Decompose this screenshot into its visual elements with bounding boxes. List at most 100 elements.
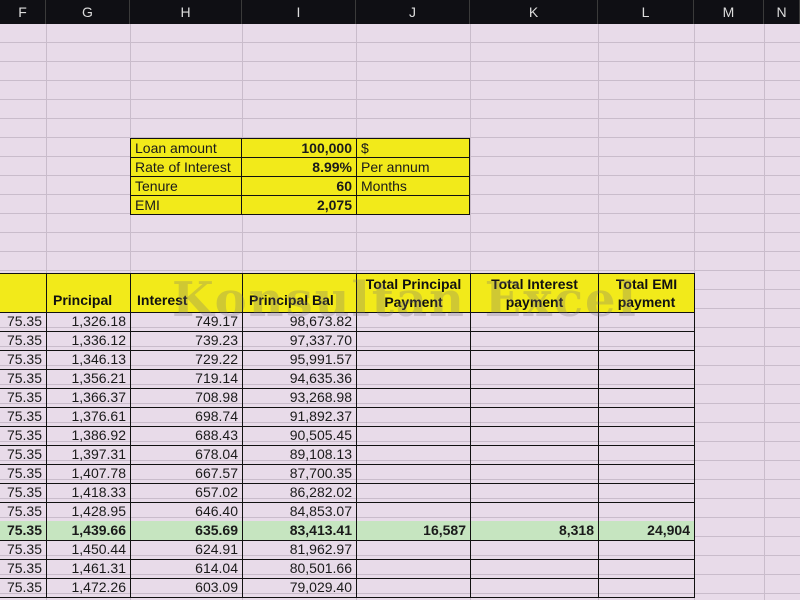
table-cell-k[interactable]: 8,318 bbox=[470, 521, 599, 541]
column-header-i[interactable]: I bbox=[242, 0, 356, 24]
table-cell-k[interactable] bbox=[470, 502, 599, 522]
table-cell-g[interactable]: 1,366.37 bbox=[46, 388, 131, 408]
table-cell-g[interactable]: 1,326.18 bbox=[46, 312, 131, 332]
table-cell-j[interactable] bbox=[356, 464, 471, 484]
table-cell-j[interactable] bbox=[356, 426, 471, 446]
table-cell-k[interactable] bbox=[470, 464, 599, 484]
table-cell-f[interactable]: 75.35 bbox=[0, 559, 47, 579]
rate-of-interest-label[interactable]: Rate of Interest bbox=[130, 157, 242, 177]
table-cell-g[interactable]: 1,336.12 bbox=[46, 331, 131, 351]
header-principal[interactable]: Principal bbox=[46, 273, 131, 313]
table-cell-g[interactable]: 1,376.61 bbox=[46, 407, 131, 427]
table-cell-f[interactable]: 75.35 bbox=[0, 388, 47, 408]
table-cell-h[interactable]: 698.74 bbox=[130, 407, 243, 427]
table-cell-h[interactable]: 708.98 bbox=[130, 388, 243, 408]
table-cell-l[interactable] bbox=[598, 388, 695, 408]
tenure-unit[interactable]: Months bbox=[356, 176, 470, 196]
table-cell-f[interactable]: 75.35 bbox=[0, 464, 47, 484]
table-cell-i[interactable]: 81,962.97 bbox=[242, 540, 357, 560]
table-cell-k[interactable] bbox=[470, 350, 599, 370]
table-cell-j[interactable] bbox=[356, 559, 471, 579]
table-cell-j[interactable] bbox=[356, 388, 471, 408]
table-cell-i[interactable]: 93,268.98 bbox=[242, 388, 357, 408]
table-cell-l[interactable] bbox=[598, 369, 695, 389]
table-cell-i[interactable]: 79,029.40 bbox=[242, 578, 357, 598]
table-cell-l[interactable] bbox=[598, 426, 695, 446]
table-cell-j[interactable] bbox=[356, 331, 471, 351]
column-header-m[interactable]: M bbox=[694, 0, 764, 24]
table-cell-l[interactable] bbox=[598, 407, 695, 427]
table-cell-g[interactable]: 1,397.31 bbox=[46, 445, 131, 465]
table-cell-f[interactable]: 75.35 bbox=[0, 312, 47, 332]
table-cell-f[interactable]: 75.35 bbox=[0, 578, 47, 598]
table-cell-j[interactable] bbox=[356, 350, 471, 370]
table-cell-g[interactable]: 1,346.13 bbox=[46, 350, 131, 370]
table-cell-f[interactable]: 75.35 bbox=[0, 483, 47, 503]
table-header-f[interactable] bbox=[0, 273, 47, 313]
table-cell-g[interactable]: 1,418.33 bbox=[46, 483, 131, 503]
table-cell-l[interactable] bbox=[598, 578, 695, 598]
rate-of-interest-value[interactable]: 8.99% bbox=[241, 157, 357, 177]
table-cell-j[interactable] bbox=[356, 312, 471, 332]
table-cell-j[interactable] bbox=[356, 578, 471, 598]
table-cell-j[interactable] bbox=[356, 369, 471, 389]
table-cell-f[interactable]: 75.35 bbox=[0, 502, 47, 522]
table-cell-j[interactable] bbox=[356, 445, 471, 465]
tenure-value[interactable]: 60 bbox=[241, 176, 357, 196]
table-cell-f[interactable]: 75.35 bbox=[0, 445, 47, 465]
table-cell-h[interactable]: 624.91 bbox=[130, 540, 243, 560]
column-header-g[interactable]: G bbox=[46, 0, 130, 24]
table-cell-i[interactable]: 94,635.36 bbox=[242, 369, 357, 389]
table-cell-j[interactable] bbox=[356, 540, 471, 560]
emi-label[interactable]: EMI bbox=[130, 195, 242, 215]
table-cell-l[interactable] bbox=[598, 331, 695, 351]
loan-amount-value[interactable]: 100,000 bbox=[241, 138, 357, 158]
rate-of-interest-unit[interactable]: Per annum bbox=[356, 157, 470, 177]
table-cell-l[interactable] bbox=[598, 350, 695, 370]
table-cell-g[interactable]: 1,461.31 bbox=[46, 559, 131, 579]
table-cell-k[interactable] bbox=[470, 312, 599, 332]
tenure-label[interactable]: Tenure bbox=[130, 176, 242, 196]
table-cell-l[interactable] bbox=[598, 445, 695, 465]
table-cell-k[interactable] bbox=[470, 407, 599, 427]
table-cell-k[interactable] bbox=[470, 445, 599, 465]
table-cell-i[interactable]: 91,892.37 bbox=[242, 407, 357, 427]
table-cell-j[interactable] bbox=[356, 502, 471, 522]
table-cell-l[interactable] bbox=[598, 312, 695, 332]
table-cell-i[interactable]: 97,337.70 bbox=[242, 331, 357, 351]
table-cell-h[interactable]: 729.22 bbox=[130, 350, 243, 370]
table-cell-k[interactable] bbox=[470, 331, 599, 351]
table-cell-h[interactable]: 688.43 bbox=[130, 426, 243, 446]
header-total-interest-payment[interactable]: Total Interest payment bbox=[470, 273, 599, 313]
table-cell-k[interactable] bbox=[470, 540, 599, 560]
table-cell-g[interactable]: 1,386.92 bbox=[46, 426, 131, 446]
table-cell-l[interactable] bbox=[598, 464, 695, 484]
table-cell-f[interactable]: 75.35 bbox=[0, 350, 47, 370]
table-cell-h[interactable]: 635.69 bbox=[130, 521, 243, 541]
table-cell-l[interactable]: 24,904 bbox=[598, 521, 695, 541]
table-cell-f[interactable]: 75.35 bbox=[0, 540, 47, 560]
header-principal-bal[interactable]: Principal Bal bbox=[242, 273, 357, 313]
table-cell-k[interactable] bbox=[470, 369, 599, 389]
table-cell-i[interactable]: 90,505.45 bbox=[242, 426, 357, 446]
column-header-f[interactable]: F bbox=[0, 0, 46, 24]
table-cell-h[interactable]: 719.14 bbox=[130, 369, 243, 389]
table-cell-j[interactable] bbox=[356, 483, 471, 503]
table-cell-g[interactable]: 1,407.78 bbox=[46, 464, 131, 484]
table-cell-h[interactable]: 614.04 bbox=[130, 559, 243, 579]
table-cell-i[interactable]: 80,501.66 bbox=[242, 559, 357, 579]
table-cell-j[interactable] bbox=[356, 407, 471, 427]
column-header-j[interactable]: J bbox=[356, 0, 470, 24]
table-cell-l[interactable] bbox=[598, 502, 695, 522]
table-cell-j[interactable]: 16,587 bbox=[356, 521, 471, 541]
table-cell-h[interactable]: 678.04 bbox=[130, 445, 243, 465]
column-header-k[interactable]: K bbox=[470, 0, 598, 24]
table-cell-h[interactable]: 603.09 bbox=[130, 578, 243, 598]
table-cell-g[interactable]: 1,472.26 bbox=[46, 578, 131, 598]
table-cell-k[interactable] bbox=[470, 559, 599, 579]
header-total-principal-payment[interactable]: Total Principal Payment bbox=[356, 273, 471, 313]
table-cell-g[interactable]: 1,450.44 bbox=[46, 540, 131, 560]
header-interest[interactable]: Interest bbox=[130, 273, 243, 313]
table-cell-f[interactable]: 75.35 bbox=[0, 426, 47, 446]
column-header-l[interactable]: L bbox=[598, 0, 694, 24]
